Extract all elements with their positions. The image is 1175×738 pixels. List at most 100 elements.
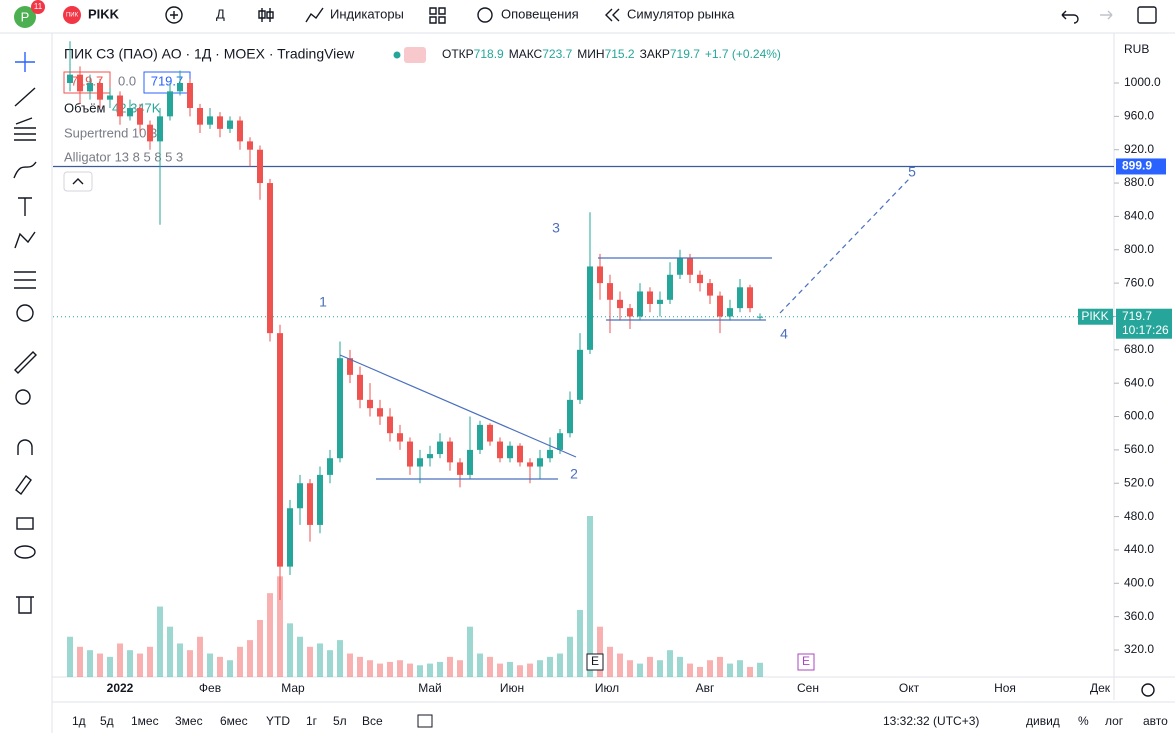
symbol-tag-text: PIKK — [1081, 309, 1108, 323]
range-button[interactable]: Все — [362, 714, 383, 728]
volume-bar — [137, 653, 143, 677]
symbol-logo — [63, 6, 81, 24]
candle-body — [157, 116, 163, 142]
layouts-icon[interactable] — [429, 7, 446, 24]
range-button[interactable]: 1д — [72, 714, 86, 728]
hide-tool[interactable] — [14, 545, 36, 559]
chart-type-icon[interactable] — [258, 8, 274, 22]
volume-bar — [257, 619, 263, 677]
volume-bar — [617, 653, 623, 677]
redo[interactable] — [1100, 10, 1113, 20]
ohlc-value: 718.9 — [474, 47, 504, 61]
volume-bar — [587, 516, 593, 677]
y-tick-label: 560.0 — [1124, 442, 1154, 456]
range-button[interactable]: 1мес — [131, 714, 159, 728]
indicators-button[interactable]: Индикаторы — [330, 6, 404, 21]
undo[interactable] — [1061, 10, 1079, 24]
magnet-tool[interactable] — [17, 439, 33, 455]
currency[interactable]: RUB — [1124, 42, 1149, 56]
volume-bar — [357, 656, 363, 677]
ruler-tool[interactable] — [14, 351, 37, 374]
range-button[interactable]: 1г — [306, 714, 318, 728]
volume-bar — [227, 660, 233, 677]
line-tool[interactable] — [14, 87, 36, 107]
plot — [53, 41, 1114, 677]
candle-body — [597, 266, 603, 284]
earnings-box — [797, 653, 815, 671]
volume-bar — [477, 653, 483, 677]
range-button[interactable]: 5д — [100, 714, 114, 728]
volume-bar — [647, 656, 653, 677]
candle-body — [747, 287, 753, 309]
axis-option[interactable]: дивид — [1026, 714, 1060, 728]
text-tool[interactable] — [18, 197, 32, 216]
volume-bar — [517, 665, 523, 677]
volume-bar — [277, 576, 283, 677]
candle-body — [87, 83, 93, 92]
range-button[interactable]: 6мес — [220, 714, 248, 728]
forecast-tool[interactable] — [14, 271, 36, 289]
volume-bar — [377, 663, 383, 677]
collapse-legend[interactable] — [63, 171, 93, 192]
x-tick-label: Ноя — [994, 681, 1016, 695]
volume-bar — [547, 656, 553, 677]
settings[interactable] — [1141, 683, 1155, 697]
candle-body — [677, 258, 683, 275]
volume-bar — [297, 636, 303, 677]
volume-bar — [157, 606, 163, 677]
candle-body — [377, 408, 383, 417]
avatar[interactable] — [14, 6, 36, 28]
date-range-icon[interactable] — [417, 714, 433, 728]
candle-body — [567, 399, 573, 434]
emoji-tool[interactable] — [16, 304, 34, 322]
candle-body — [207, 116, 213, 125]
volume-bar — [237, 646, 243, 677]
cursor-tool[interactable] — [15, 52, 35, 72]
earnings-box — [586, 653, 604, 671]
add-icon[interactable] — [165, 6, 183, 24]
lock-draw-tool[interactable] — [15, 474, 32, 496]
pattern-tool[interactable] — [14, 231, 36, 249]
y-tick-label: 440.0 — [1124, 542, 1154, 556]
volume-bar — [167, 626, 173, 677]
lock-tool[interactable] — [16, 517, 34, 530]
candle-body — [707, 283, 713, 296]
interval[interactable]: Д — [216, 6, 225, 21]
symbol[interactable]: PIKK — [88, 6, 120, 21]
volume-bar — [337, 640, 343, 677]
axis-option[interactable]: авто — [1143, 714, 1168, 728]
x-tick-label: 2022 — [107, 681, 134, 695]
logo-text: ПИК — [66, 13, 79, 19]
x-tick-label: Авг — [696, 681, 715, 695]
range-button[interactable]: 5л — [333, 714, 347, 728]
volume-bar — [597, 626, 603, 677]
y-tick-label: 360.0 — [1124, 609, 1154, 623]
ohlc-label: МАКС — [509, 47, 543, 61]
volume-bar — [147, 646, 153, 677]
volume-bar — [107, 656, 113, 677]
zoom-tool[interactable] — [15, 389, 31, 405]
legend-title: ПИК СЗ (ПАО) АО · 1Д · MOEX · TradingVie… — [64, 46, 355, 62]
axis-option[interactable]: % — [1078, 714, 1089, 728]
range-button[interactable]: 3мес — [175, 714, 203, 728]
candle-body — [387, 416, 393, 434]
avatar-letter: P — [21, 9, 30, 24]
price-tag-value: 719.7 — [1122, 309, 1152, 323]
brush-tool[interactable] — [13, 161, 37, 179]
volume-bar — [757, 662, 763, 677]
delete-tool[interactable] — [16, 596, 34, 614]
fullscreen[interactable] — [1137, 6, 1157, 24]
fib-tool[interactable] — [14, 117, 36, 141]
replay-button[interactable]: Симулятор рынка — [627, 6, 735, 21]
axis-option[interactable]: лог — [1105, 714, 1124, 728]
volume-bar — [557, 653, 563, 677]
add-plus — [170, 11, 178, 19]
volume-bar — [747, 666, 753, 677]
volume-bar — [117, 643, 123, 677]
candle-body — [727, 308, 733, 317]
y-tick-label: 600.0 — [1124, 409, 1154, 423]
range-button[interactable]: YTD — [266, 714, 290, 728]
candle-body — [367, 399, 373, 409]
alerts-button[interactable]: Оповещения — [501, 6, 579, 21]
candle-body — [587, 266, 593, 350]
